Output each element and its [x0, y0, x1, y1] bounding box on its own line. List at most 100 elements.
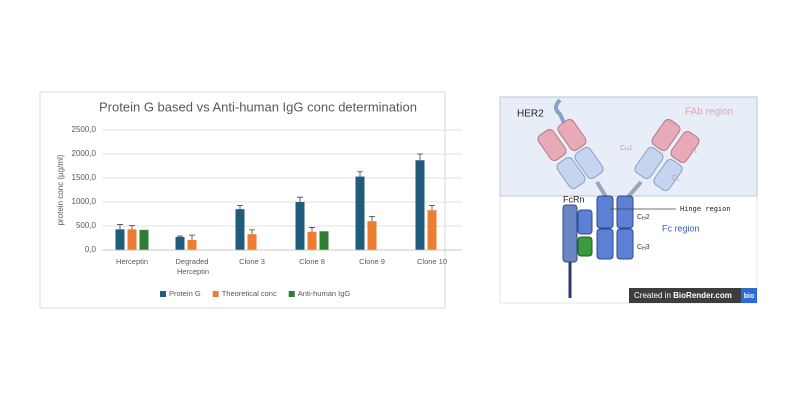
hinge-label: Hinge region — [680, 205, 731, 213]
x-tick-label: Clone 8 — [299, 257, 325, 266]
x-tick-label: Clone 9 — [359, 257, 385, 266]
vh-domain — [537, 129, 567, 161]
label-sub: L — [695, 149, 698, 155]
y-tick-label: 0,0 — [85, 245, 97, 254]
ch3-left — [596, 228, 614, 260]
label-tail: 3 — [646, 244, 650, 251]
x-tick-label: Clone 10 — [417, 257, 447, 266]
cl-label: CL — [672, 175, 680, 183]
logo-box — [741, 288, 757, 303]
label-main: C — [637, 244, 642, 251]
y-tick-label: 2000,0 — [72, 149, 97, 158]
error-bar — [117, 224, 123, 230]
error-bar — [309, 227, 315, 232]
error-bar — [129, 225, 135, 230]
error-bar — [249, 229, 255, 235]
label-tail: 2 — [646, 214, 650, 221]
ch2-right — [616, 195, 634, 229]
label-sub: H — [625, 147, 629, 153]
bar — [415, 160, 425, 250]
bar — [247, 234, 257, 250]
bar — [427, 210, 437, 250]
bar — [367, 221, 377, 250]
antibody-diagram: HER2 FAb region VH CH1 VL CL FcRn Hinge … — [499, 96, 758, 304]
bar — [139, 229, 149, 250]
credit-brand: BioRender.com — [673, 291, 732, 300]
error-bar — [237, 204, 243, 210]
bar — [355, 176, 365, 250]
bar — [235, 209, 245, 250]
bar — [175, 237, 185, 250]
ch2-left — [596, 195, 614, 229]
x-tick-label: Herceptin — [116, 257, 148, 266]
fc-label: Fc region — [662, 223, 700, 233]
error-bar — [429, 204, 435, 211]
b2m-domain — [577, 236, 593, 257]
y-tick-label: 500,0 — [76, 221, 97, 230]
y-tick-label: 1000,0 — [72, 197, 97, 206]
label-main: V — [668, 120, 673, 127]
cl-domain — [653, 159, 683, 191]
vh-label: VH — [668, 120, 677, 128]
ch1-domain — [556, 157, 586, 189]
fcrn-label: FcRn — [563, 194, 585, 204]
fcrn-heavy — [562, 204, 578, 263]
vl-label: VL — [690, 147, 698, 155]
legend-label: Anti-human IgG — [298, 289, 351, 298]
error-bar — [189, 234, 195, 240]
fab-label: FAb region — [685, 107, 733, 118]
legend-swatch — [288, 291, 295, 297]
fab-right — [634, 119, 700, 191]
y-tick-label: 1500,0 — [72, 173, 97, 182]
legend-label: Protein G — [169, 289, 201, 298]
bar — [295, 202, 305, 250]
ch1-domain — [634, 147, 664, 179]
fab-left — [537, 119, 604, 189]
ch3-right — [616, 228, 634, 260]
legend-swatch — [160, 291, 166, 297]
x-tick-line: Degraded — [176, 257, 209, 266]
bar — [307, 231, 317, 250]
y-tick-label: 2500,0 — [72, 125, 97, 134]
her2-label: HER2 — [517, 109, 544, 120]
error-bar — [177, 235, 183, 238]
logo-text: bio — [744, 293, 755, 300]
ch1-label: CH1 — [620, 145, 633, 153]
label-sub: H — [673, 122, 677, 128]
credit-bar — [629, 288, 757, 303]
chart-frame — [39, 91, 446, 309]
label-sub: H — [642, 216, 646, 222]
credit-prefix: Created in — [634, 291, 671, 300]
label-main: V — [690, 147, 695, 154]
x-tick-label: Clone 3 — [239, 257, 265, 266]
label-main: C — [620, 145, 625, 152]
label-sub: L — [677, 177, 680, 183]
x-tick-label: Degraded Herceptin — [175, 257, 209, 276]
credit-text: Created in BioRender.com — [634, 291, 732, 300]
vh-domain — [651, 119, 681, 151]
bar — [115, 229, 125, 250]
error-bar — [357, 171, 363, 177]
error-bar — [297, 196, 303, 202]
legend-label: Theoretical conc — [222, 289, 277, 298]
hinge-link — [595, 180, 643, 199]
x-tick-line: Herceptin — [175, 267, 209, 276]
her2-receptor — [554, 98, 572, 137]
vl-domain — [670, 131, 700, 163]
label-main: C — [637, 214, 642, 221]
bar — [319, 231, 329, 250]
legend-swatch — [212, 291, 219, 297]
error-bar — [417, 153, 423, 161]
chart-title: Protein G based vs Anti-human IgG conc d… — [99, 99, 417, 114]
cl-domain — [574, 147, 604, 179]
ch2-label: CH2 — [637, 214, 650, 222]
label-main: C — [672, 175, 677, 182]
label-tail: 1 — [629, 145, 633, 152]
label-sub: H — [642, 246, 646, 252]
bar — [187, 239, 197, 250]
fcrn-domain — [577, 209, 593, 235]
error-bar — [369, 216, 375, 222]
vl-domain — [557, 119, 587, 151]
bar — [127, 229, 137, 250]
